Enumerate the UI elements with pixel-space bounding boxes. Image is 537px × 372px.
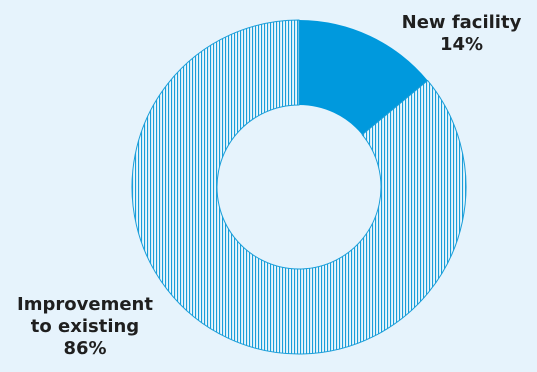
slices-group	[131, 19, 467, 355]
slice-label-name: Improvement	[17, 294, 153, 315]
slice-label-name: New facility	[401, 12, 522, 33]
slice-label-new-facility: New facility 14%	[394, 12, 529, 56]
donut-slice-0	[299, 20, 428, 135]
donut-slice-1	[131, 19, 467, 355]
slice-label-name-line2: to existing	[30, 316, 140, 337]
slice-label-value: 14%	[439, 34, 484, 55]
slice-label-improvement-to-existing: Improvement to existing 86%	[0, 294, 170, 360]
slice-label-value: 86%	[63, 338, 107, 359]
